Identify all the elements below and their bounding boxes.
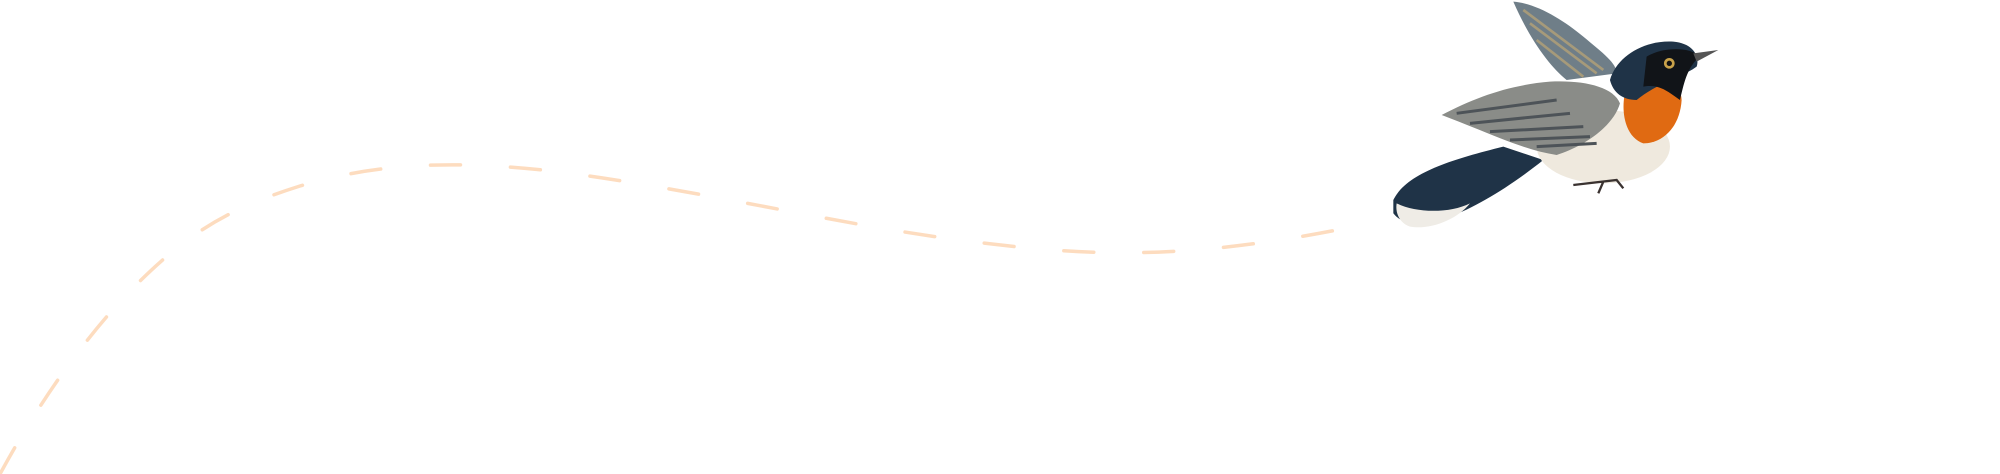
beak bbox=[1693, 49, 1719, 62]
tail bbox=[1393, 146, 1544, 224]
legs bbox=[1573, 178, 1625, 194]
dashed-flight-path bbox=[0, 163, 1354, 474]
mask bbox=[1643, 49, 1700, 100]
bird-icon bbox=[1393, 1, 1719, 228]
